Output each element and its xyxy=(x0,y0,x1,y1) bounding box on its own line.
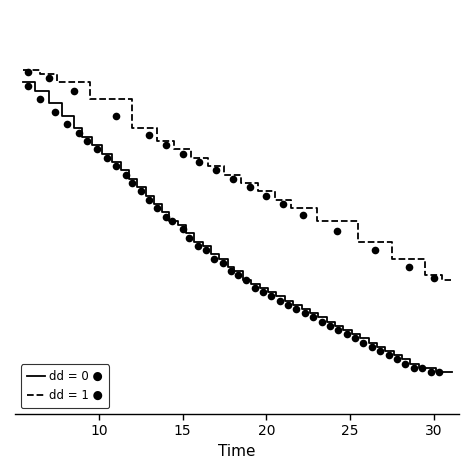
Point xyxy=(301,310,309,317)
Point xyxy=(112,163,119,170)
Point xyxy=(427,368,434,376)
Legend: dd = 0 ●, dd = 1 ●: dd = 0 ●, dd = 1 ● xyxy=(21,365,109,408)
Point xyxy=(202,246,210,254)
Point xyxy=(83,137,91,145)
Point xyxy=(263,192,270,200)
Point xyxy=(335,326,342,334)
Point xyxy=(70,87,77,94)
Point xyxy=(162,141,170,149)
X-axis label: Time: Time xyxy=(218,444,256,459)
Point xyxy=(45,74,52,82)
Point xyxy=(228,267,235,275)
Point xyxy=(372,246,379,254)
Point xyxy=(234,272,242,279)
Point xyxy=(51,108,59,115)
Point xyxy=(219,259,227,266)
Point xyxy=(259,288,267,296)
Point xyxy=(419,364,426,372)
Point xyxy=(25,68,32,75)
Point xyxy=(145,131,153,138)
Point xyxy=(137,188,145,195)
Point xyxy=(63,120,71,128)
Point xyxy=(242,276,250,283)
Point xyxy=(267,292,275,300)
Point xyxy=(212,167,220,174)
Point xyxy=(179,150,186,157)
Point xyxy=(112,112,119,119)
Point xyxy=(368,343,376,351)
Point xyxy=(229,175,237,182)
Point xyxy=(343,330,351,338)
Point xyxy=(318,318,326,326)
Point xyxy=(360,339,367,346)
Point xyxy=(310,314,317,321)
Point xyxy=(410,364,418,372)
Point xyxy=(292,305,300,313)
Point xyxy=(333,228,340,235)
Point xyxy=(284,301,292,309)
Point xyxy=(246,183,254,191)
Point xyxy=(162,213,170,220)
Point xyxy=(300,211,307,219)
Point xyxy=(195,158,203,166)
Point xyxy=(154,204,161,212)
Point xyxy=(376,347,384,355)
Point xyxy=(251,284,258,292)
Point xyxy=(25,82,32,90)
Point xyxy=(401,360,409,367)
Point xyxy=(145,196,153,204)
Point xyxy=(435,368,443,376)
Point xyxy=(185,234,193,241)
Point xyxy=(279,200,287,208)
Point xyxy=(36,95,44,103)
Point xyxy=(430,273,438,281)
Point xyxy=(103,154,111,162)
Point xyxy=(351,335,359,342)
Point xyxy=(276,297,283,304)
Point xyxy=(405,263,412,271)
Point xyxy=(194,242,201,250)
Point xyxy=(326,322,334,329)
Point xyxy=(75,129,82,137)
Point xyxy=(169,217,176,225)
Point xyxy=(122,171,129,178)
Point xyxy=(179,226,186,233)
Point xyxy=(128,179,136,187)
Point xyxy=(210,255,218,263)
Point xyxy=(93,146,101,153)
Point xyxy=(393,356,401,363)
Point xyxy=(385,351,392,359)
